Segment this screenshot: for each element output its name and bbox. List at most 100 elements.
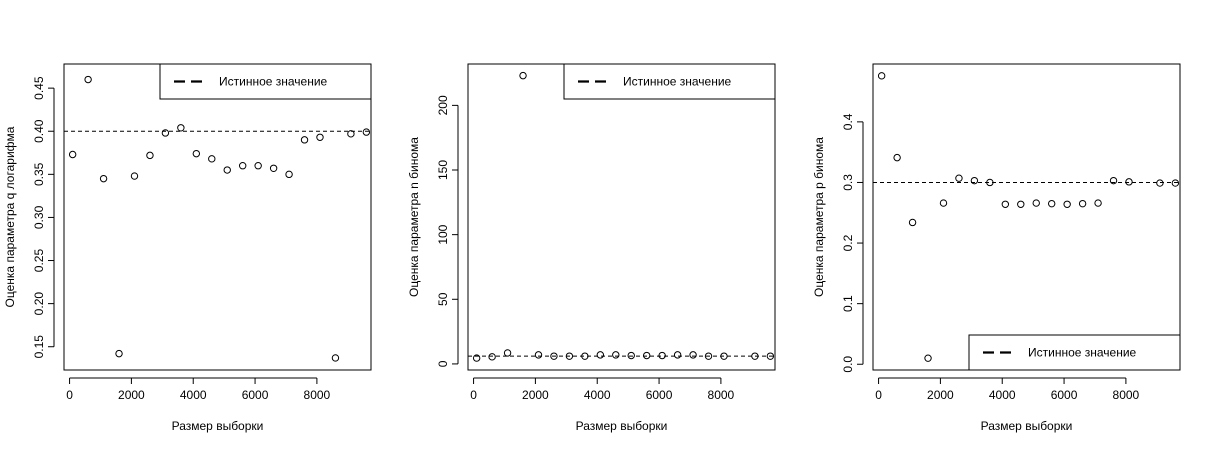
data-point — [720, 352, 728, 360]
data-point — [1078, 199, 1087, 208]
data-point — [331, 354, 340, 362]
data-point — [939, 199, 948, 207]
legend-label: Истинное значение — [1028, 346, 1137, 360]
y-tick-label: 0.4 — [841, 113, 855, 130]
x-tick-label: 4000 — [989, 388, 1016, 402]
x-axis-title: Размер выборки — [576, 419, 668, 433]
y-tick-label: 0 — [436, 360, 450, 367]
y-tick-label: 200 — [436, 95, 450, 115]
data-point — [130, 172, 139, 180]
y-tick-label: 0.20 — [32, 292, 46, 316]
data-point — [84, 75, 92, 84]
x-tick-label: 0 — [66, 388, 73, 402]
data-point — [269, 164, 278, 172]
data-point — [970, 176, 979, 185]
x-tick-label: 0 — [470, 388, 477, 402]
data-point — [238, 162, 247, 170]
data-point — [642, 351, 651, 360]
data-point — [115, 349, 123, 358]
data-point — [161, 129, 170, 137]
data-point — [581, 352, 589, 360]
data-point — [208, 155, 216, 163]
data-point — [300, 136, 309, 144]
data-point — [1032, 199, 1040, 207]
y-tick-label: 0.30 — [32, 205, 46, 229]
data-point — [1047, 199, 1056, 208]
data-point — [534, 351, 543, 359]
y-tick-label: 50 — [436, 292, 450, 306]
y-tick-label: 100 — [436, 224, 450, 244]
data-point — [503, 349, 512, 357]
x-axis-title: Размер выборки — [172, 419, 264, 433]
legend-label: Истинное значение — [219, 75, 328, 89]
data-point — [908, 218, 917, 227]
data-point — [146, 151, 154, 160]
data-point — [1063, 200, 1071, 208]
x-axis-title: Размер выборки — [981, 419, 1073, 433]
y-tick-label: 0.35 — [32, 162, 46, 186]
data-point — [627, 351, 635, 360]
data-point — [751, 352, 759, 360]
data-point — [362, 128, 371, 136]
data-point — [565, 352, 574, 360]
data-point — [893, 153, 901, 162]
data-point — [704, 352, 713, 360]
x-tick-label: 2000 — [522, 388, 549, 402]
data-point — [924, 354, 932, 362]
chart-panel-2: 0 2000 4000 6000 8000 0 50 100 150 200 Размер выбо… — [407, 63, 776, 433]
data-point — [99, 174, 108, 183]
chart-panel-1: 0 2000 4000 6000 8000 0.15 0.20 0.25 0.30 0.35 0.4… — [3, 63, 372, 433]
data-point — [596, 351, 605, 359]
y-tick-label: 0.3 — [841, 174, 855, 191]
y-tick-label: 0.15 — [32, 335, 46, 359]
y-tick-label: 150 — [436, 160, 450, 180]
x-tick-label: 8000 — [708, 388, 735, 402]
data-point — [347, 130, 355, 138]
plot-frame — [63, 63, 372, 371]
data-point — [1001, 200, 1010, 208]
data-point — [1171, 179, 1180, 187]
data-point — [766, 352, 775, 360]
data-point — [986, 178, 994, 187]
chart-panel-3: 0 2000 4000 6000 8000 0.0 0.1 0.2 0.3 0.4 Размер в… — [812, 63, 1181, 433]
data-point — [472, 354, 481, 362]
data-point — [1017, 200, 1025, 208]
data-point — [689, 351, 697, 359]
y-tick-label: 0.45 — [32, 76, 46, 100]
data-point — [254, 162, 262, 170]
x-tick-label: 8000 — [1113, 388, 1140, 402]
plot-frame — [467, 63, 776, 371]
data-point — [1109, 176, 1118, 185]
x-tick-label: 6000 — [242, 388, 269, 402]
data-point — [1125, 178, 1133, 186]
y-tick-label: 0.0 — [841, 356, 855, 373]
data-point — [316, 133, 324, 141]
data-point — [1156, 179, 1164, 187]
x-tick-label: 2000 — [118, 388, 145, 402]
data-point — [488, 353, 496, 361]
data-point — [285, 170, 293, 179]
data-point — [177, 124, 185, 132]
data-point — [877, 72, 886, 80]
x-tick-label: 0 — [875, 388, 882, 402]
data-point — [519, 71, 527, 80]
y-axis-title: Оценка параметра n бинома — [407, 137, 421, 297]
data-point — [673, 351, 682, 359]
x-tick-label: 6000 — [646, 388, 673, 402]
data-point — [955, 174, 963, 182]
y-tick-label: 0.40 — [32, 119, 46, 143]
data-point — [192, 149, 201, 158]
y-axis-title: Оценка параметра p бинома — [812, 137, 826, 297]
plot-frame — [872, 63, 1181, 371]
legend-label: Истинное значение — [623, 75, 732, 89]
data-point — [550, 352, 558, 360]
data-point — [658, 351, 666, 360]
y-tick-label: 0.1 — [841, 295, 855, 312]
data-point — [223, 166, 231, 174]
x-tick-label: 4000 — [180, 388, 207, 402]
x-tick-label: 4000 — [584, 388, 611, 402]
data-point — [1094, 199, 1102, 207]
y-tick-label: 0.2 — [841, 234, 855, 251]
